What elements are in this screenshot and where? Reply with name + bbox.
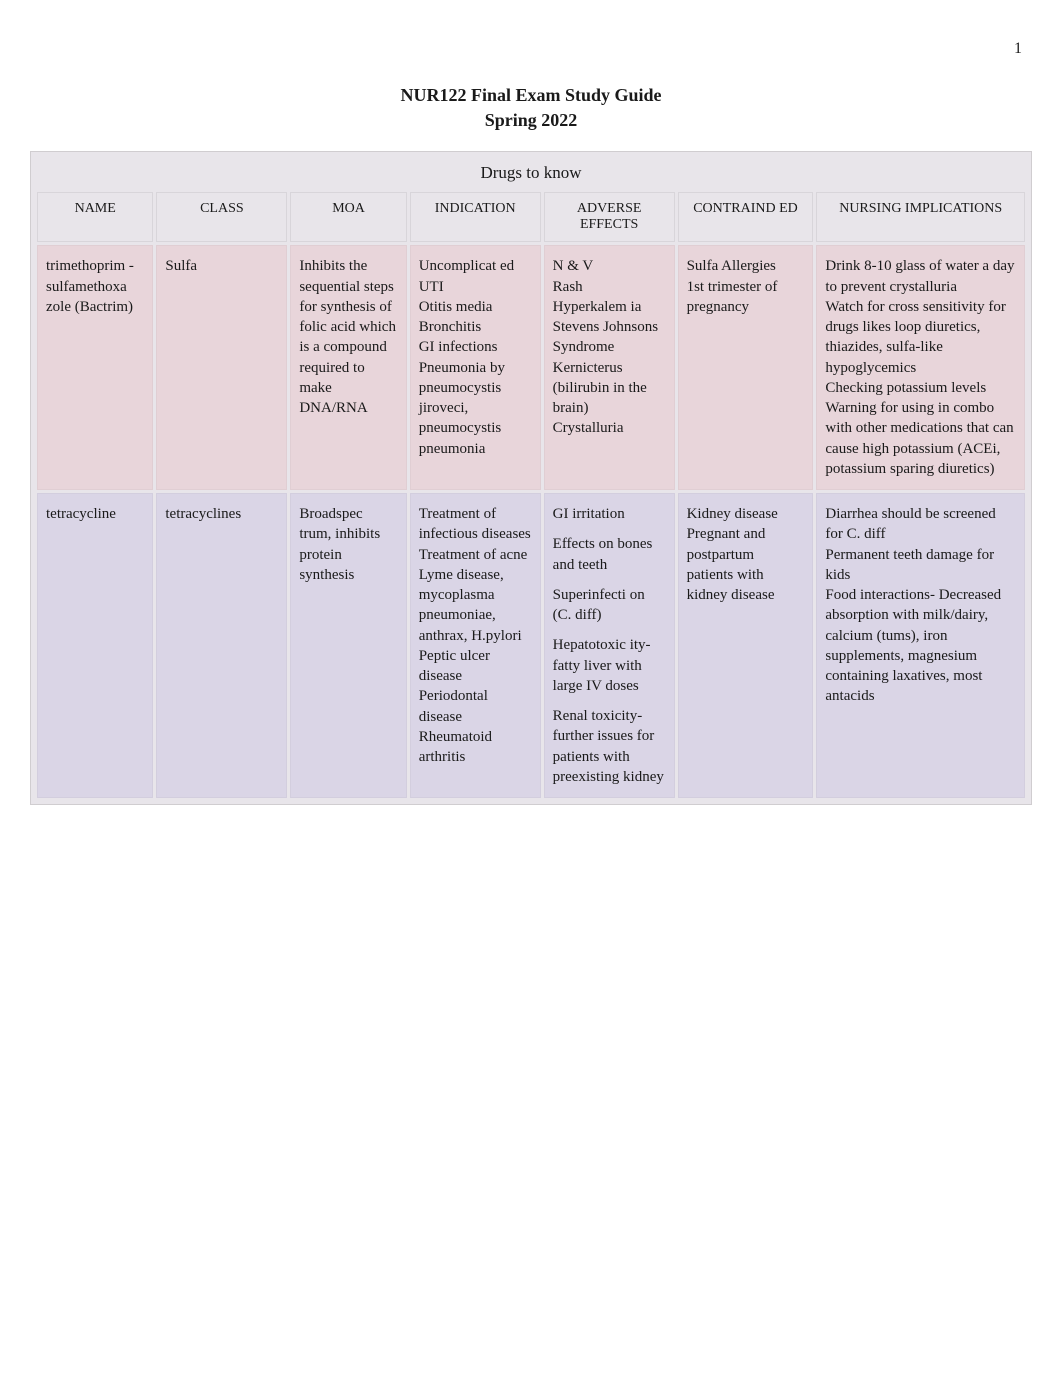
page-number: 1 <box>30 40 1032 58</box>
table-row: tetracyclinetetracyclinesBroadspec trum,… <box>37 493 1025 798</box>
cell-adverse: GI irritationEffects on bones and teethS… <box>544 493 675 798</box>
col-class: CLASS <box>156 192 287 242</box>
table-header-row: NAME CLASS MOA INDICATION ADVERSE EFFECT… <box>37 192 1025 242</box>
title-line-1: NUR122 Final Exam Study Guide <box>30 83 1032 108</box>
cell-name: tetracycline <box>37 493 153 798</box>
drugs-table-container: Drugs to know NAME CLASS MOA INDICATION … <box>30 151 1032 805</box>
cell-indication: Treatment of infectious diseasesTreatmen… <box>410 493 541 798</box>
cell-contra: Sulfa Allergies1st trimester of pregnanc… <box>678 245 814 490</box>
col-nursing: NURSING IMPLICATIONS <box>816 192 1025 242</box>
table-row: trimethoprim - sulfamethoxa zole (Bactri… <box>37 245 1025 490</box>
cell-name: trimethoprim - sulfamethoxa zole (Bactri… <box>37 245 153 490</box>
col-adverse: ADVERSE EFFECTS <box>544 192 675 242</box>
table-caption: Drugs to know <box>34 155 1028 189</box>
page-title: NUR122 Final Exam Study Guide Spring 202… <box>30 83 1032 133</box>
cell-moa: Inhibits the sequential steps for synthe… <box>290 245 406 490</box>
col-moa: MOA <box>290 192 406 242</box>
table-body: trimethoprim - sulfamethoxa zole (Bactri… <box>37 245 1025 798</box>
cell-class: Sulfa <box>156 245 287 490</box>
title-line-2: Spring 2022 <box>30 108 1032 133</box>
cell-adverse: N & VRashHyperkalem iaStevens Johnsons S… <box>544 245 675 490</box>
cell-indication: Uncomplicat ed UTIOtitis mediaBronchitis… <box>410 245 541 490</box>
cell-nursing: Diarrhea should be screened for C. diffP… <box>816 493 1025 798</box>
cell-contra: Kidney diseasePregnant and postpartum pa… <box>678 493 814 798</box>
cell-moa: Broadspec trum, inhibits protein synthes… <box>290 493 406 798</box>
cell-class: tetracyclines <box>156 493 287 798</box>
col-contra: CONTRAIND ED <box>678 192 814 242</box>
drugs-table: NAME CLASS MOA INDICATION ADVERSE EFFECT… <box>34 189 1028 801</box>
cell-nursing: Drink 8-10 glass of water a day to preve… <box>816 245 1025 490</box>
col-indication: INDICATION <box>410 192 541 242</box>
col-name: NAME <box>37 192 153 242</box>
